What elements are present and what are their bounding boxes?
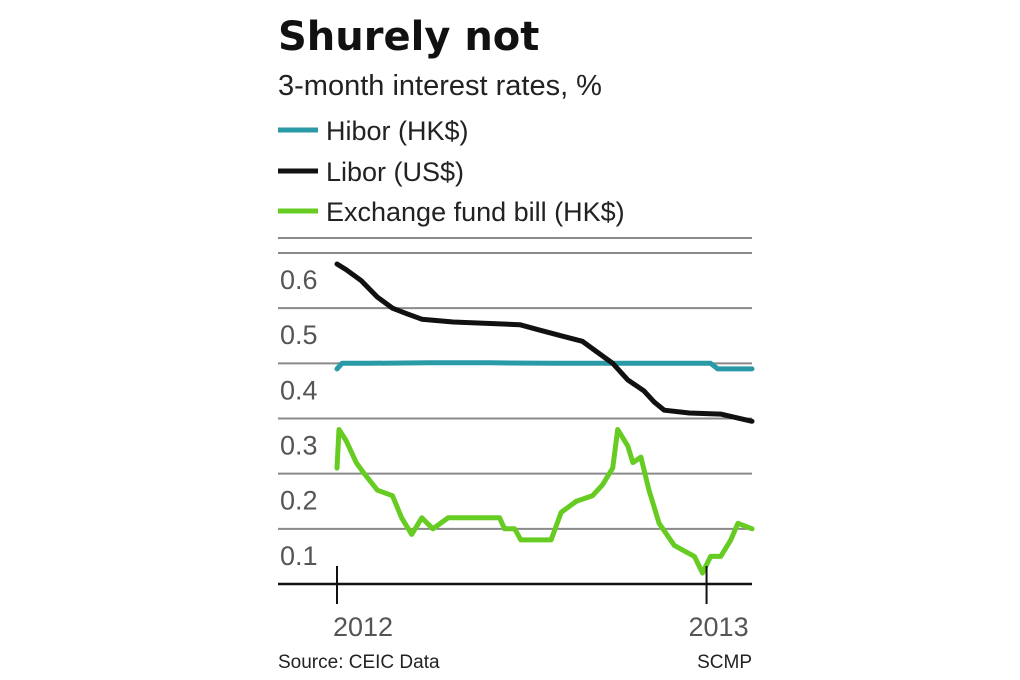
chart-subtitle: 3-month interest rates, % [278, 70, 602, 102]
x-tick-label: 2013 [689, 612, 749, 642]
y-tick-label: 0.4 [280, 375, 318, 405]
series-line-2 [334, 427, 755, 576]
source-note: Source: CEIC Data [278, 652, 440, 673]
x-axis-ticks: 2012 2013 [333, 566, 749, 642]
legend-label-hibor: Hibor (HK$) [326, 116, 469, 146]
legend-label-libor: Libor (US$) [326, 157, 464, 187]
y-tick-label: 0.2 [280, 486, 318, 516]
credit-note: SCMP [697, 652, 752, 673]
legend-label-exchange-fund-bill: Exchange fund bill (HK$) [326, 197, 625, 227]
series-line-0 [334, 360, 755, 372]
legend: Hibor (HK$) Libor (US$) Exchange fund bi… [278, 116, 625, 227]
y-tick-label: 0.5 [280, 320, 318, 350]
chart-title: Shurely not [278, 14, 539, 60]
y-axis-ticks: 0.1 0.2 0.3 0.4 0.5 0.6 [280, 265, 318, 571]
y-tick-label: 0.6 [280, 265, 318, 295]
grid [278, 237, 752, 530]
y-tick-label: 0.1 [280, 541, 318, 571]
x-tick-label: 2012 [333, 612, 393, 642]
y-tick-label: 0.3 [280, 431, 318, 461]
series-lines [334, 261, 755, 576]
series-line-1 [334, 261, 755, 424]
